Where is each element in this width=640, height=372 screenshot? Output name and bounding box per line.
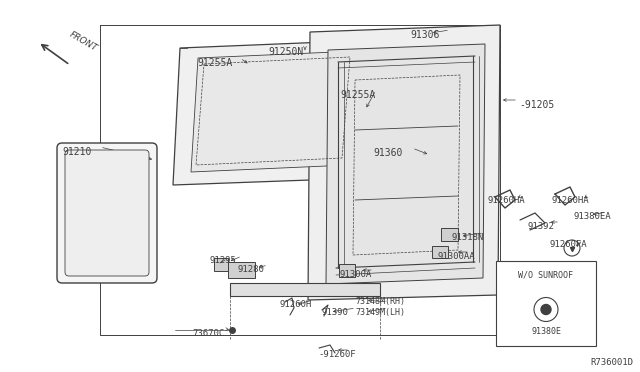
Text: 91260H: 91260H	[280, 300, 312, 309]
Text: -91260F: -91260F	[318, 350, 356, 359]
Text: 91260FA: 91260FA	[549, 240, 587, 249]
Text: 91260HA: 91260HA	[487, 196, 525, 205]
Text: FRONT: FRONT	[68, 30, 99, 53]
Text: 91255A: 91255A	[340, 90, 375, 100]
Text: 91295: 91295	[209, 256, 236, 265]
Text: 91300A: 91300A	[340, 270, 372, 279]
Text: 91250N: 91250N	[268, 47, 303, 57]
Text: 73149M(LH): 73149M(LH)	[355, 308, 405, 317]
Text: 91280: 91280	[237, 265, 264, 274]
Polygon shape	[214, 258, 228, 271]
Polygon shape	[191, 51, 358, 172]
Text: 91380EA: 91380EA	[574, 212, 612, 221]
Polygon shape	[230, 283, 380, 296]
Text: -91205: -91205	[519, 100, 554, 110]
Text: 73670C: 73670C	[192, 329, 224, 338]
Text: 91318N: 91318N	[451, 233, 483, 242]
Polygon shape	[432, 246, 448, 258]
Text: 73148M(RH): 73148M(RH)	[355, 297, 405, 306]
Polygon shape	[326, 44, 485, 284]
Text: 91300AA: 91300AA	[437, 252, 475, 261]
Polygon shape	[173, 40, 375, 185]
Text: R736001D: R736001D	[590, 358, 633, 367]
Polygon shape	[308, 25, 500, 300]
FancyBboxPatch shape	[65, 150, 149, 276]
Circle shape	[541, 305, 551, 314]
Polygon shape	[228, 262, 255, 278]
Polygon shape	[339, 264, 355, 277]
Text: 91210: 91210	[62, 147, 92, 157]
Text: 91360: 91360	[373, 148, 403, 158]
Polygon shape	[441, 228, 458, 241]
Text: 91260HA: 91260HA	[552, 196, 589, 205]
Text: 91380E: 91380E	[531, 327, 561, 337]
Text: H
H: H H	[79, 198, 84, 211]
Bar	[496, 261, 596, 346]
Text: 91392: 91392	[527, 222, 554, 231]
Text: 91390: 91390	[322, 308, 349, 317]
FancyBboxPatch shape	[57, 143, 157, 283]
Text: W/O SUNROOF: W/O SUNROOF	[518, 270, 573, 279]
Text: 91255A: 91255A	[197, 58, 232, 68]
Text: 91306: 91306	[410, 30, 440, 40]
